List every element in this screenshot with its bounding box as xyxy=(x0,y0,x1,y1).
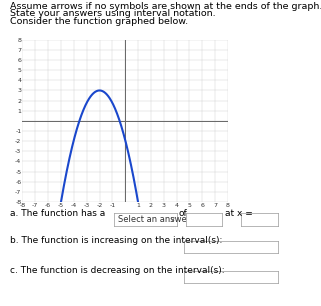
Text: Assume arrows if no symbols are shown at the ends of the graph.: Assume arrows if no symbols are shown at… xyxy=(10,2,321,11)
Text: c. The function is decreasing on the interval(s):: c. The function is decreasing on the int… xyxy=(10,266,224,275)
Text: Select an answer: Select an answer xyxy=(118,215,190,224)
Text: of: of xyxy=(179,209,187,218)
Text: a. The function has a: a. The function has a xyxy=(10,209,105,218)
Text: b. The function is increasing on the interval(s):: b. The function is increasing on the int… xyxy=(10,236,222,245)
Text: at x =: at x = xyxy=(225,209,252,218)
Text: Consider the function graphed below.: Consider the function graphed below. xyxy=(10,17,188,26)
Text: ∨: ∨ xyxy=(169,215,175,224)
Text: State your answers using interval notation.: State your answers using interval notati… xyxy=(10,9,215,17)
